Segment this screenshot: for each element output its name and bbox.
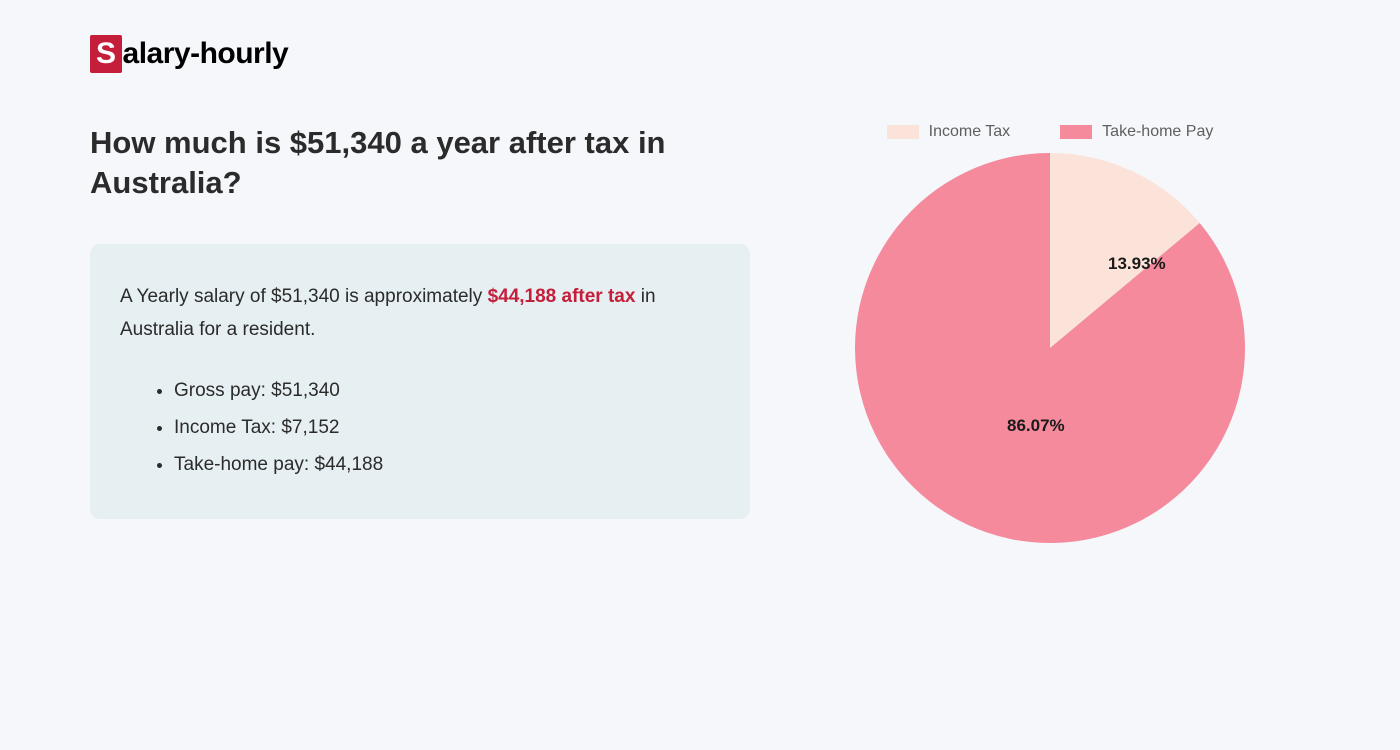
- logo-text: alary-hourly: [123, 37, 289, 71]
- chart-column: Income Tax Take-home Pay 13.93% 86.07%: [840, 123, 1260, 543]
- legend-item-take-home: Take-home Pay: [1060, 123, 1213, 141]
- pie-chart: 13.93% 86.07%: [855, 153, 1245, 543]
- summary-box: A Yearly salary of $51,340 is approximat…: [90, 244, 750, 520]
- legend-swatch: [1060, 125, 1092, 139]
- page-heading: How much is $51,340 a year after tax in …: [90, 123, 750, 204]
- slice-label-take-home: 86.07%: [1007, 416, 1065, 436]
- site-logo: Salary-hourly: [90, 35, 1310, 73]
- left-column: How much is $51,340 a year after tax in …: [90, 123, 750, 543]
- legend-label: Income Tax: [929, 123, 1011, 141]
- summary-prefix: A Yearly salary of $51,340 is approximat…: [120, 286, 488, 307]
- slice-label-income-tax: 13.93%: [1108, 254, 1166, 274]
- breakdown-list: Gross pay: $51,340 Income Tax: $7,152 Ta…: [120, 372, 720, 483]
- list-item: Income Tax: $7,152: [174, 409, 720, 446]
- pie-svg: [855, 153, 1245, 543]
- legend-swatch: [887, 125, 919, 139]
- main-content: How much is $51,340 a year after tax in …: [90, 123, 1310, 543]
- list-item: Gross pay: $51,340: [174, 372, 720, 409]
- legend-item-income-tax: Income Tax: [887, 123, 1011, 141]
- legend-label: Take-home Pay: [1102, 123, 1213, 141]
- summary-highlight: $44,188 after tax: [488, 286, 636, 307]
- summary-text: A Yearly salary of $51,340 is approximat…: [120, 280, 720, 347]
- chart-legend: Income Tax Take-home Pay: [887, 123, 1214, 141]
- list-item: Take-home pay: $44,188: [174, 446, 720, 483]
- logo-badge: S: [90, 35, 122, 73]
